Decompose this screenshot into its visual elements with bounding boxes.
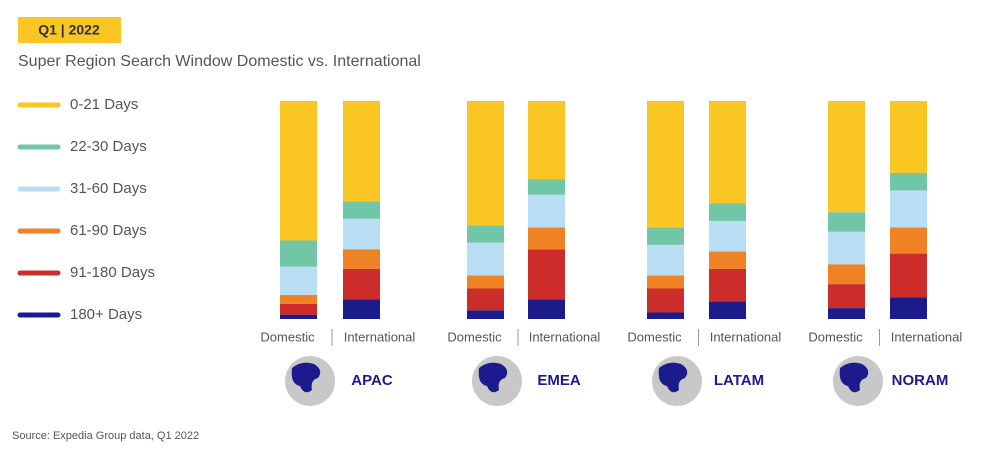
x-tick-label: International	[529, 329, 601, 344]
bar-segment	[709, 301, 746, 319]
bar-segment	[528, 227, 565, 250]
bar-segment	[343, 218, 380, 250]
bar-segment	[709, 203, 746, 221]
globe	[833, 356, 883, 406]
bar-segment	[828, 264, 865, 285]
x-tick-label: Domestic	[808, 329, 863, 344]
bar-segment	[467, 310, 504, 319]
bar-segment	[528, 179, 565, 195]
badge-bg	[18, 17, 121, 43]
bar-segment	[647, 101, 684, 228]
bar-segment	[828, 308, 865, 319]
legend-label: 180+ Days	[70, 306, 142, 323]
bar-segment	[343, 249, 380, 269]
bar-segment	[280, 314, 317, 319]
bar-segment	[647, 227, 684, 245]
bar-segment	[890, 190, 927, 228]
x-tick-label: International	[344, 329, 416, 344]
x-tick-label: Domestic	[627, 329, 682, 344]
globe	[472, 356, 522, 406]
bar-segment	[528, 101, 565, 180]
globe-land	[478, 362, 508, 393]
bar-segment	[828, 212, 865, 232]
bar-segment	[647, 275, 684, 289]
globe	[285, 356, 335, 406]
source: Source: Expedia Group data, Q1 2022	[12, 430, 199, 442]
globe-land	[291, 362, 321, 393]
bar-segment	[280, 266, 317, 296]
x-tick-label: International	[710, 329, 782, 344]
bar-segment	[890, 297, 927, 319]
x-tick-label: Domestic	[260, 329, 315, 344]
chart-title: Super Region Search Window Domestic vs. …	[18, 53, 421, 70]
bar-segment	[343, 201, 380, 219]
globe-land	[839, 362, 869, 393]
bar-segment	[467, 242, 504, 276]
globe	[652, 356, 702, 406]
bar-segment	[280, 240, 317, 267]
bar-segment	[709, 251, 746, 269]
legend-label: 91-180 Days	[70, 264, 155, 281]
bar-segment	[828, 231, 865, 265]
bar-segment	[647, 288, 684, 313]
region-label: EMEA	[537, 372, 581, 389]
bar-segment	[709, 101, 746, 204]
bar-segment	[890, 253, 927, 298]
legend-label: 61-90 Days	[70, 222, 147, 239]
bar-segment	[467, 288, 504, 311]
bar-segment	[647, 244, 684, 276]
bar-segment	[528, 299, 565, 319]
region-label: APAC	[351, 372, 393, 389]
bar-segment	[890, 227, 927, 254]
bar-segment	[467, 101, 504, 226]
bar-segment	[280, 295, 317, 304]
bar-segment	[890, 101, 927, 173]
bar-segment	[709, 268, 746, 302]
bar-segment	[528, 249, 565, 300]
bar-segment	[280, 303, 317, 315]
bar-segment	[280, 101, 317, 241]
bar-segment	[828, 284, 865, 309]
bar-segment	[343, 299, 380, 319]
bar-segment	[467, 275, 504, 289]
legend-label: 22-30 Days	[70, 138, 147, 155]
bar-segment	[467, 225, 504, 243]
x-tick-label: International	[891, 329, 963, 344]
x-tick-label: Domestic	[447, 329, 502, 344]
legend-label: 0-21 Days	[70, 96, 138, 113]
bar-segment	[647, 312, 684, 319]
bar-segment	[828, 101, 865, 213]
bar-segment	[709, 220, 746, 252]
bar-segment	[528, 194, 565, 228]
bar-segment	[343, 101, 380, 202]
globe-land	[658, 362, 688, 393]
region-label: NORAM	[892, 372, 949, 389]
region-label: LATAM	[714, 372, 764, 389]
bar-segment	[890, 172, 927, 191]
legend-label: 31-60 Days	[70, 180, 147, 197]
badge: Q1 | 2022	[38, 22, 100, 38]
bar-segment	[343, 268, 380, 300]
